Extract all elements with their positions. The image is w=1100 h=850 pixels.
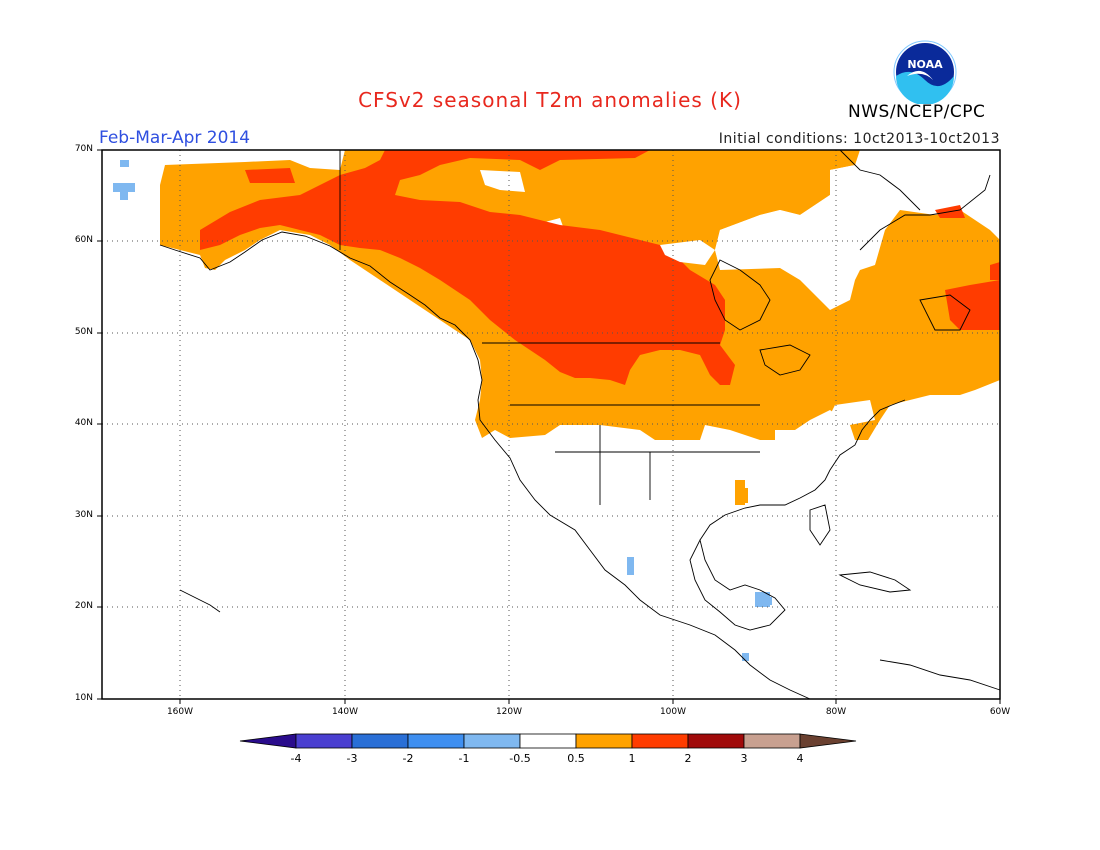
colorbar-swatch <box>799 733 857 749</box>
colorbar-label: -1 <box>458 752 470 765</box>
colorbar-swatch <box>351 733 409 749</box>
lat-label: 30N <box>74 510 93 520</box>
colorbar-label: 1 <box>628 752 636 765</box>
chart-title: CFSv2 seasonal T2m anomalies (K) <box>358 88 742 112</box>
lat-label: 50N <box>74 327 93 337</box>
colorbar-swatch <box>463 733 521 749</box>
colorbar-label: 3 <box>740 752 748 765</box>
initial-conditions: Initial conditions: 10ct2013-10ct2013 <box>718 131 1000 147</box>
lat-label: 20N <box>74 601 93 611</box>
colorbar-label: -2 <box>402 752 414 765</box>
lon-label: 120W <box>495 707 523 717</box>
colorbar-swatch <box>687 733 745 749</box>
cool-anomaly-05-1 <box>113 160 772 661</box>
logo-text: NOAA <box>907 58 943 71</box>
colorbar-label: 4 <box>796 752 804 765</box>
lon-label: 100W <box>659 707 687 717</box>
noaa-logo-icon: NOAA <box>893 40 957 104</box>
lat-label: 10N <box>74 693 93 703</box>
lon-label: 140W <box>331 707 359 717</box>
colorbar-swatch <box>743 733 801 749</box>
colorbar-label: -3 <box>346 752 358 765</box>
lat-label: 70N <box>74 144 93 154</box>
lat-label: 60N <box>74 235 93 245</box>
coastlines <box>159 149 1001 700</box>
colorbar-swatch <box>407 733 465 749</box>
forecast-period: Feb-Mar-Apr 2014 <box>99 128 251 148</box>
colorbar-swatch <box>295 733 353 749</box>
colorbar-label: -0.5 <box>509 752 531 765</box>
lat-label: 40N <box>74 418 93 428</box>
colorbar-label: 0.5 <box>567 752 585 765</box>
lon-label: 160W <box>166 707 194 717</box>
colorbar-swatch <box>631 733 689 749</box>
agency-label: NWS/NCEP/CPC <box>848 102 986 122</box>
colorbar-swatch <box>519 733 577 749</box>
colorbar-label: 2 <box>684 752 692 765</box>
lon-label: 80W <box>825 707 847 717</box>
colorbar-swatch <box>239 733 297 749</box>
lon-label: 60W <box>989 707 1011 717</box>
warm-anomaly-1-2 <box>200 150 1000 385</box>
colorbar-label: -4 <box>290 752 302 765</box>
colorbar-swatch <box>575 733 633 749</box>
